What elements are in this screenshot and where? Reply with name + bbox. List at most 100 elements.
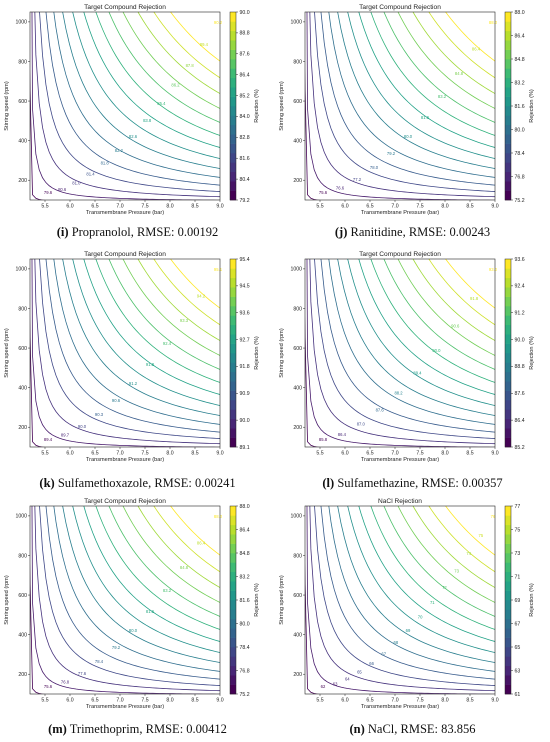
contour-line — [337, 12, 495, 169]
colorbar-band — [505, 343, 511, 354]
colorbar-band — [230, 59, 236, 69]
colorbar-tick-label: 76.8 — [240, 668, 250, 674]
contour-line — [122, 506, 220, 603]
x-tick-label: 5.5 — [41, 451, 48, 457]
colorbar-band — [230, 581, 236, 591]
colorbar-band — [230, 647, 236, 657]
colorbar-label: Rejection (%) — [254, 89, 260, 123]
colorbar-tick-label: 83.2 — [240, 574, 250, 580]
contour-label: 90.2 — [214, 20, 223, 25]
contour-label: 90.0 — [78, 424, 87, 429]
colorbar-tick-label: 84.8 — [515, 57, 525, 63]
colorbar-band — [505, 181, 511, 191]
contour-line — [370, 12, 495, 136]
x-axis-label: Transmembrane Pressure (bar) — [86, 704, 164, 710]
colorbar-label: Rejection (%) — [529, 336, 535, 370]
contour-label: 81.0 — [72, 180, 81, 185]
x-tick-label: 7.5 — [416, 698, 423, 704]
colorbar-band — [230, 277, 236, 288]
colorbar: 61 63 65 67 69 71 73 75 77 Rejection (%) — [504, 504, 535, 698]
colorbar-band — [230, 87, 236, 97]
x-tick-label: 9.0 — [216, 204, 223, 210]
colorbar-band — [230, 524, 236, 535]
y-tick-label: 200 — [18, 178, 27, 184]
colorbar-band — [505, 400, 511, 410]
colorbar-band — [230, 381, 236, 391]
contour-label: 89.7 — [61, 433, 70, 438]
contour-label: 93.0 — [489, 267, 498, 272]
colorbar-band — [505, 324, 511, 335]
colorbar-band — [505, 190, 511, 201]
x-tick-label: 8.5 — [466, 451, 473, 457]
contour-label: 67 — [381, 651, 386, 656]
contour-label: 81.6 — [146, 609, 155, 614]
colorbar-label: Rejection (%) — [254, 583, 260, 617]
y-tick-label: 400 — [293, 632, 302, 638]
contour-line — [170, 506, 220, 556]
y-tick-label: 1000 — [15, 514, 27, 520]
contour-label: 80.0 — [404, 134, 413, 139]
contour-line — [412, 259, 495, 342]
contour-label: 89.4 — [200, 42, 209, 47]
colorbar-tick-label: 83.2 — [515, 80, 525, 86]
caption-rmse: RMSE: 0.00192 — [136, 225, 219, 239]
caption-n: (n) NaCl, RMSE: 83.856 — [349, 722, 476, 736]
colorbar-band — [230, 590, 236, 601]
contour-label: 82.6 — [129, 134, 138, 139]
colorbar-tick-label: 90.0 — [240, 10, 250, 16]
contour-line — [383, 12, 495, 123]
plot-frame — [304, 258, 496, 448]
contour-line — [53, 506, 220, 672]
x-tick-label: 9.0 — [216, 451, 223, 457]
contour-line — [34, 12, 220, 198]
colorbar-tick-label: 61 — [515, 692, 521, 698]
colorbar-band — [505, 390, 511, 401]
x-tick-label: 7.0 — [391, 698, 398, 704]
contour-line — [320, 259, 495, 433]
colorbar-band — [505, 684, 511, 695]
contour-label: 94.2 — [197, 293, 206, 298]
colorbar-band — [230, 390, 236, 401]
y-tick-label: 800 — [18, 306, 27, 312]
caption-rmse: RMSE: 83.856 — [400, 722, 476, 736]
colorbar-tick-label: 95.4 — [240, 257, 250, 263]
colorbar-band — [505, 124, 511, 135]
contour-line — [83, 259, 220, 395]
colorbar-band — [230, 553, 236, 563]
colorbar-band — [505, 675, 511, 685]
contour-line — [445, 12, 495, 62]
y-tick-label: 400 — [18, 632, 27, 638]
contour-line — [34, 506, 220, 692]
y-tick-label: 600 — [18, 346, 27, 352]
x-tick-label: 6.5 — [366, 204, 373, 210]
contour-label: 90.6 — [451, 323, 460, 328]
contour-line — [137, 12, 220, 95]
colorbar-tick-label: 69 — [515, 598, 521, 604]
colorbar-band — [505, 12, 511, 22]
colorbar-band — [505, 571, 511, 582]
contour-line — [31, 506, 220, 694]
contour-label: 91.8 — [146, 362, 155, 367]
contour-label: 86.2 — [171, 83, 180, 88]
colorbar-band — [505, 543, 511, 554]
x-tick-label: 7.5 — [416, 451, 423, 457]
contour-lines — [305, 12, 495, 200]
contour-chart-j: Target Compound Rejection 75.6 76.6 77.2 78.… — [279, 4, 535, 216]
y-tick-label: 1000 — [290, 514, 302, 520]
y-tick-label: 200 — [18, 425, 27, 431]
colorbar-band — [230, 562, 236, 573]
x-tick-label: 9.0 — [491, 451, 498, 457]
contour-label: 90.0 — [432, 348, 441, 353]
contour-label: 88.0 — [489, 20, 498, 25]
contour-line — [306, 506, 495, 694]
chart-title: Target Compound Rejection — [84, 498, 166, 505]
contour-line — [39, 12, 220, 192]
contour-line — [45, 506, 220, 680]
colorbar-band — [505, 665, 511, 676]
colorbar-tick-label: 92.7 — [240, 337, 250, 343]
colorbar-band — [230, 77, 236, 88]
colorbar-band — [505, 362, 511, 373]
colorbar-tick-label: 86.4 — [240, 72, 250, 78]
contour-label: 76.8 — [61, 680, 70, 685]
caption-letter: (j) — [334, 225, 348, 239]
